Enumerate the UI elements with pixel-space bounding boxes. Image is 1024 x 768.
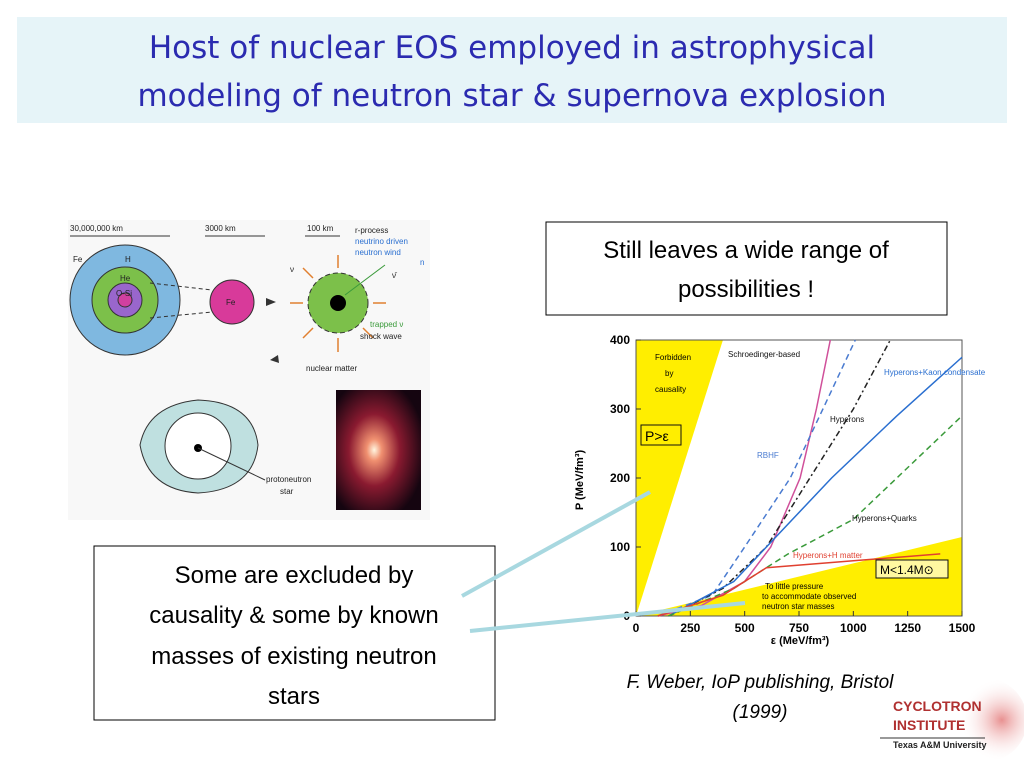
scale-label: 3000 km — [205, 224, 236, 233]
diagram-label: ν̄ — [392, 271, 398, 280]
callout-box — [545, 221, 948, 316]
layer-label: Fe — [226, 298, 236, 307]
eos-curve — [668, 415, 963, 617]
annotation: P>ε — [645, 428, 669, 444]
callout-text: stars — [268, 683, 320, 710]
callout-text: causality & some by known — [149, 602, 438, 629]
annotation: Forbidden — [655, 353, 691, 362]
annotation: to accommodate observed — [762, 592, 856, 601]
scale-label: 30,000,000 km — [70, 224, 123, 233]
x-tick-label: 1000 — [840, 621, 867, 635]
series-label: Hyperons — [830, 415, 864, 424]
series-label: Hyperons+Kaon condensate — [884, 368, 986, 377]
layer-label: He — [120, 274, 131, 283]
scale-label: 100 km — [307, 224, 334, 233]
diagram-label: shock wave — [360, 332, 402, 341]
logo-text: INSTITUTE — [893, 717, 965, 733]
y-tick-label: 300 — [610, 402, 630, 416]
callout-text: masses of existing neutron — [151, 643, 436, 670]
series-label: Hyperons+H matter — [793, 551, 863, 560]
y-tick-label: 200 — [610, 471, 630, 485]
eos-curve — [668, 356, 963, 617]
y-axis-label: P (MeV/fm³) — [574, 450, 586, 511]
title: Host of nuclear EOS employed in astrophy… — [149, 30, 875, 66]
series-label: RBHF — [757, 451, 779, 460]
diagram-label: trapped ν — [370, 320, 403, 329]
callout-text: Still leaves a wide range of — [603, 237, 889, 264]
logo — [880, 678, 1024, 762]
annotation: neutron star masses — [762, 602, 834, 611]
y-tick-label: 400 — [610, 333, 630, 347]
eos-chart: 01002003004000250500750100012501500ε (Me… — [560, 330, 986, 648]
diagram-label: n — [420, 258, 424, 267]
title-band — [17, 17, 1007, 123]
x-axis-label: ε (MeV/fm³) — [771, 635, 830, 647]
callout-box — [93, 545, 496, 721]
diagram-label: r-process — [355, 226, 388, 235]
diagram-label: neutrino driven — [355, 237, 408, 246]
logo-text: Texas A&M University — [893, 740, 987, 750]
annotation: by — [665, 369, 673, 378]
title: modeling of neutron star & supernova exp… — [137, 78, 886, 114]
diagram-label: star — [280, 487, 294, 496]
x-tick-label: 250 — [680, 621, 700, 635]
callout-text: Some are excluded by — [175, 562, 414, 589]
y-tick-label: 100 — [610, 540, 630, 554]
annotation: causality — [655, 385, 686, 394]
annotation-box — [875, 559, 949, 579]
pointer-arrow — [469, 601, 746, 633]
x-tick-label: 0 — [633, 621, 640, 635]
annotation: To little pressure — [765, 582, 824, 591]
supernova-diagram — [68, 220, 430, 520]
diagram-label: neutron wind — [355, 248, 401, 257]
pointer-arrow — [461, 490, 651, 598]
annotation: M<1.4M⊙ — [880, 563, 934, 577]
diagram-label: protoneutron — [266, 475, 311, 484]
citation: F. Weber, IoP publishing, Bristol — [627, 672, 895, 693]
eos-curve — [657, 553, 941, 617]
annotation-box — [640, 424, 682, 446]
x-tick-label: 1250 — [894, 621, 921, 635]
citation: (1999) — [733, 702, 788, 723]
callout-text: possibilities ! — [678, 276, 814, 303]
layer-label: O-Si — [116, 289, 132, 298]
series-label: Schroedinger-based — [728, 350, 800, 359]
x-tick-label: 750 — [789, 621, 809, 635]
x-tick-label: 1500 — [949, 621, 976, 635]
diagram-label: ν — [290, 265, 294, 274]
diagram-label: nuclear matter — [306, 364, 357, 373]
logo-text: CYCLOTRON — [893, 698, 982, 714]
layer-label: Fe — [73, 255, 83, 264]
eos-curve — [668, 339, 891, 617]
layer-label: H — [125, 255, 131, 264]
forbidden-region — [636, 340, 723, 616]
series-label: Hyperons+Quarks — [852, 514, 917, 523]
x-tick-label: 500 — [735, 621, 755, 635]
